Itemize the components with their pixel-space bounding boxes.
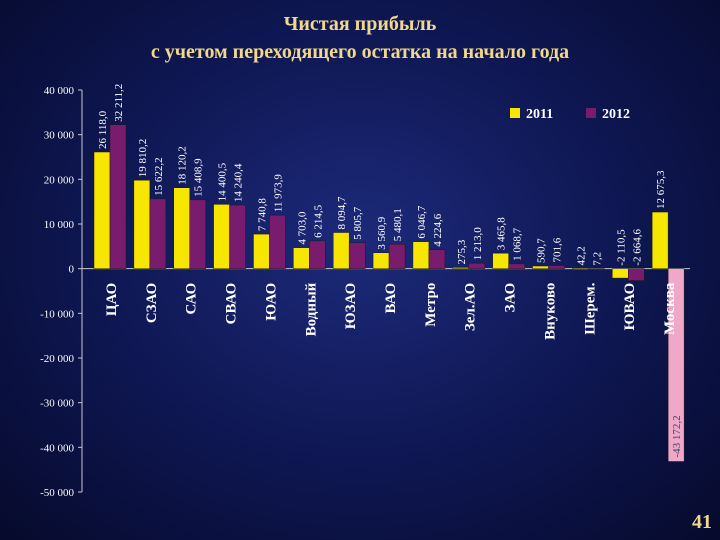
category-label: СВАО xyxy=(224,283,240,325)
data-label-2011: 26 118,0 xyxy=(97,110,109,149)
bar-2012 xyxy=(428,249,446,269)
bars xyxy=(93,124,685,462)
bar-2012 xyxy=(508,263,525,269)
category-label: ЦАО xyxy=(104,283,120,316)
data-label-2011: 19 810,2 xyxy=(137,139,149,178)
y-tick-label: -50 000 xyxy=(40,487,74,499)
data-label-2012: 15 408,9 xyxy=(193,158,205,197)
data-label-2011: 590,7 xyxy=(536,238,548,263)
y-tick-label: 0 xyxy=(69,264,75,276)
legend-label-2011: 2011 xyxy=(526,107,553,122)
bar-2012 xyxy=(309,240,326,269)
bar-2011 xyxy=(572,268,589,270)
data-label-2011: 12 675,3 xyxy=(655,170,667,209)
bar-2011 xyxy=(452,267,470,269)
data-label-2011: 3 465,8 xyxy=(496,217,508,250)
category-label: Шерем. xyxy=(582,282,598,334)
data-label-2012: -43 172,2 xyxy=(671,415,683,457)
data-label-2012: -2 664,6 xyxy=(631,229,643,266)
data-label-2012: 5 805,7 xyxy=(352,206,364,240)
bar-2011 xyxy=(213,204,230,269)
data-label-2012: 11 973,9 xyxy=(272,174,284,213)
legend-swatch-2012 xyxy=(586,108,596,118)
data-label-2012: 1 068,7 xyxy=(512,227,524,261)
y-tick-label: 10 000 xyxy=(44,219,75,231)
y-tick-label: 40 000 xyxy=(44,85,75,97)
bar-2011 xyxy=(412,241,430,269)
category-label: Водный xyxy=(303,282,319,336)
data-label-2011: -2 110,5 xyxy=(615,229,627,266)
bar-2012 xyxy=(269,214,286,269)
bar-2011 xyxy=(372,252,390,269)
y-tick-label: 30 000 xyxy=(44,130,75,142)
legend: 2011 2012 xyxy=(510,107,630,122)
bar-2012 xyxy=(149,198,167,269)
bar-2011 xyxy=(532,265,549,269)
y-tick-label: -20 000 xyxy=(40,353,74,365)
bar-2011 xyxy=(651,211,669,269)
category-label: Зел.АО xyxy=(463,283,479,332)
y-tick-label: 20 000 xyxy=(44,174,75,186)
bar-2012 xyxy=(628,268,645,281)
slide-title-line2: с учетом переходящего остатка на начало … xyxy=(150,41,570,63)
y-tick-label: -10 000 xyxy=(40,308,74,320)
bar-2012 xyxy=(388,243,406,269)
bar-2011 xyxy=(293,247,310,269)
category-label: ЮВАО xyxy=(622,283,638,331)
category-label: САО xyxy=(184,283,200,315)
data-label-2011: 14 400,5 xyxy=(217,162,229,201)
bar-2012 xyxy=(189,199,206,269)
data-label-2012: 7,2 xyxy=(591,252,603,266)
data-label-2011: 4 703,0 xyxy=(296,211,308,245)
data-label-2011: 275,3 xyxy=(456,239,468,264)
category-label: ВАО xyxy=(383,283,399,314)
bar-2011 xyxy=(133,179,151,269)
data-label-2012: 15 622,2 xyxy=(153,157,165,196)
data-label-2011: 42,2 xyxy=(575,246,587,265)
data-label-2011: 8 094,7 xyxy=(336,196,348,230)
bar-2011 xyxy=(492,252,509,269)
data-labels: 26 118,0 32 211,2 19 810,2 15 622,2 18 120,2… xyxy=(97,84,683,458)
bar-2011 xyxy=(612,268,629,279)
category-label: ЗАО xyxy=(503,283,519,313)
bar-2011 xyxy=(173,187,190,269)
category-label: Москва xyxy=(662,282,678,335)
bar-2012 xyxy=(468,262,486,269)
data-label-2012: 701,6 xyxy=(552,237,564,262)
bar-2012 xyxy=(109,124,127,269)
category-labels: ЦАО СЗАО САО СВАО ЮАО Водный ЮЗАО ВАО Метро Зел.А… xyxy=(104,282,678,340)
category-label: ЮЗАО xyxy=(343,283,359,330)
data-label-2011: 18 120,2 xyxy=(177,146,189,185)
data-label-2012: 14 240,4 xyxy=(233,163,245,202)
category-label: СЗАО xyxy=(144,283,160,324)
slide-title: Чистая прибыль с учетом переходящего ост… xyxy=(0,10,720,66)
data-label-2012: 32 211,2 xyxy=(113,84,125,122)
data-label-2012: 1 213,0 xyxy=(472,227,484,261)
data-label-2012: 4 224,6 xyxy=(432,213,444,247)
bar-2012 xyxy=(667,268,685,462)
bar-2012 xyxy=(588,268,605,270)
legend-swatch-2011 xyxy=(510,108,520,118)
category-label: ЮАО xyxy=(263,283,279,321)
data-label-2011: 7 740,8 xyxy=(256,198,268,232)
data-label-2011: 3 560,9 xyxy=(376,216,388,250)
bar-2012 xyxy=(548,265,565,269)
bar-2011 xyxy=(253,233,270,269)
legend-label-2012: 2012 xyxy=(602,107,630,122)
category-label: Внуково xyxy=(542,283,558,340)
y-tick-label: -40 000 xyxy=(40,442,74,454)
page-number: 41 xyxy=(692,511,712,533)
y-tick-label: -30 000 xyxy=(40,398,74,410)
data-label-2012: 6 214,5 xyxy=(312,204,324,238)
data-label-2011: 6 046,7 xyxy=(416,205,428,239)
slide-title-line1: Чистая прибыль xyxy=(283,13,437,35)
bar-2012 xyxy=(348,242,366,269)
bar-2011 xyxy=(93,151,111,269)
bar-2012 xyxy=(229,204,246,269)
category-label: Метро xyxy=(423,283,439,327)
data-label-2012: 5 480,1 xyxy=(392,208,404,241)
bar-2011 xyxy=(332,232,350,269)
